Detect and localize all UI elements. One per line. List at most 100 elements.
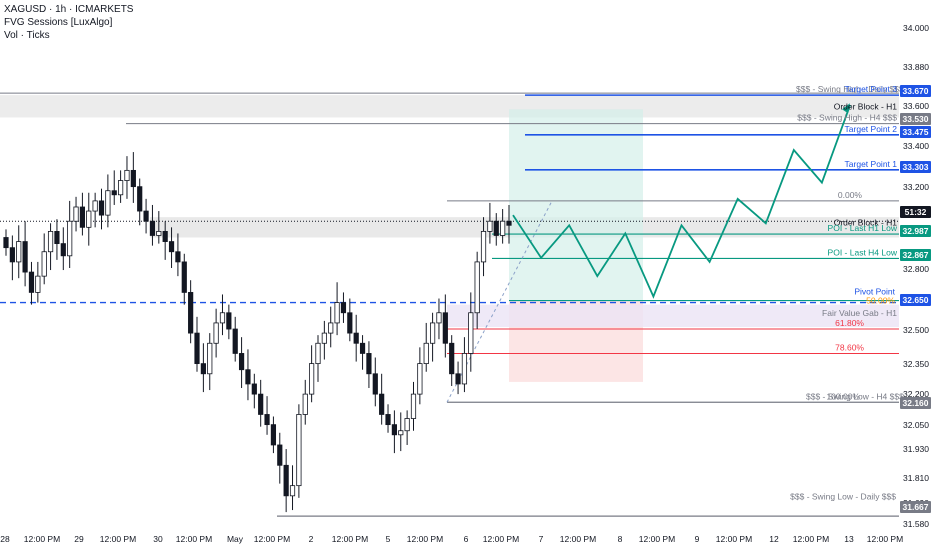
candle-body: [181, 261, 187, 293]
time-axis-tick: 2: [309, 534, 314, 544]
price-tag-label: 32.650: [903, 295, 929, 305]
candle-body: [232, 328, 238, 354]
candle-body: [487, 220, 493, 232]
time-axis-tick: 13: [844, 534, 854, 544]
price-axis-tick: 32.350: [903, 359, 929, 369]
time-axis-tick: 12:00 PM: [716, 534, 752, 544]
candle-body: [449, 342, 455, 375]
candle-body: [340, 302, 347, 314]
candle-body: [188, 292, 194, 334]
time-axis-tick: 12:00 PM: [100, 534, 136, 544]
level-label: Fair Value Gab - H1: [822, 308, 897, 318]
price-tag-label: 33.303: [903, 162, 929, 172]
candle-body: [3, 237, 9, 249]
price-axis-tick: 33.400: [903, 141, 929, 151]
candle-body: [22, 241, 28, 273]
candle-body: [200, 363, 206, 375]
price-axis-tick: 34.000: [903, 23, 929, 33]
time-axis-tick: 28: [0, 534, 10, 544]
candle-body: [328, 322, 334, 334]
level-label: POI - Last H1 Low: [828, 223, 898, 233]
candle-body: [207, 342, 213, 375]
level-label: $$$ - Swing High - Daily $$$: [796, 84, 904, 94]
time-axis-tick: 12:00 PM: [639, 534, 675, 544]
price-axis-tick: 31.810: [903, 473, 929, 483]
time-axis-tick: 12:00 PM: [176, 534, 212, 544]
level-label: 61.80%: [835, 318, 864, 328]
time-axis-tick: 8: [618, 534, 623, 544]
candle-body: [296, 414, 302, 487]
time-axis-tick: 12:00 PM: [793, 534, 829, 544]
candle-body: [289, 485, 296, 497]
level-label: $$$ - Swing High - H4 $$$: [797, 113, 897, 123]
long-position-profit-zone: [509, 109, 643, 301]
price-tag-label: 33.475: [903, 127, 929, 137]
candle-body: [258, 393, 264, 415]
level-label: Target Point 1: [845, 159, 898, 169]
candle-body: [79, 206, 86, 228]
candle-body: [429, 322, 436, 344]
candle-body: [264, 414, 270, 426]
candle-body: [60, 243, 66, 257]
price-tag: [900, 294, 931, 306]
level-label: 0.00%: [838, 190, 863, 200]
projection-arrow-icon: [842, 103, 850, 114]
price-tag-label: 31.667: [903, 502, 929, 512]
price-axis-tick: 33.880: [903, 62, 929, 72]
price-tag-label: 32.867: [903, 250, 929, 260]
price-tag-label: 33.670: [903, 86, 929, 96]
level-label: Order Block - H1: [834, 101, 898, 111]
price-tag-label: 33.530: [903, 114, 929, 124]
price-axis-tick: 32.200: [903, 389, 929, 399]
candle-body: [302, 393, 308, 415]
price-tag: [900, 206, 931, 218]
price-tag: [900, 501, 931, 513]
indicator-volume[interactable]: Vol · Ticks: [4, 30, 50, 41]
indicator-fvg-sessions[interactable]: FVG Sessions [LuxAlgo]: [4, 17, 113, 28]
time-axis-tick: 12:00 PM: [867, 534, 903, 544]
projection-path: [512, 104, 851, 299]
order-block-zone-upper: [0, 95, 899, 118]
price-axis-tick: 33.600: [903, 101, 929, 111]
time-axis-tick: 7: [539, 534, 544, 544]
candle-body: [28, 271, 35, 293]
candle-body: [321, 332, 327, 344]
price-tag: [900, 397, 931, 409]
price-axis-tick: 32.800: [903, 264, 929, 274]
level-label: Target Point 2: [845, 124, 898, 134]
candle-body: [105, 190, 111, 216]
candle-body: [506, 220, 512, 226]
candle-body: [35, 275, 41, 293]
candle-body: [417, 363, 423, 395]
candle-body: [47, 230, 54, 253]
candle-body: [468, 312, 474, 354]
level-label: 50.00%: [866, 296, 895, 306]
level-label: $$$ - Swing Low - Daily $$$: [790, 492, 896, 502]
price-axis-tick: 33.200: [903, 182, 929, 192]
price-axis-tick: 31.580: [903, 519, 929, 529]
symbol-title[interactable]: XAGUSD · 1h · ICMARKETS: [4, 4, 134, 15]
candle-body: [73, 206, 79, 222]
candle-body: [480, 230, 487, 263]
candle-body: [379, 393, 385, 415]
level-label: $$$ - Swing Low - H4 $$$: [806, 391, 904, 401]
time-axis-tick: 12:00 PM: [483, 534, 519, 544]
candle-body: [86, 210, 92, 228]
price-tag: [900, 225, 931, 237]
candle-body: [118, 180, 124, 196]
candle-body: [9, 247, 15, 263]
candle-body: [359, 342, 366, 354]
time-axis-tick: 29: [74, 534, 84, 544]
level-label: Target Point 3: [845, 84, 898, 94]
price-axis-tick: 31.930: [903, 444, 929, 454]
fair-value-gap-zone: [447, 304, 899, 327]
candle-body: [251, 383, 257, 395]
level-label: 78.60%: [835, 342, 864, 352]
level-label: Pivot Point: [854, 287, 895, 297]
candle-body: [124, 169, 130, 181]
candle-body: [67, 220, 73, 257]
candle-body: [277, 444, 283, 466]
candle-body: [315, 342, 321, 365]
candle-body: [245, 369, 251, 385]
